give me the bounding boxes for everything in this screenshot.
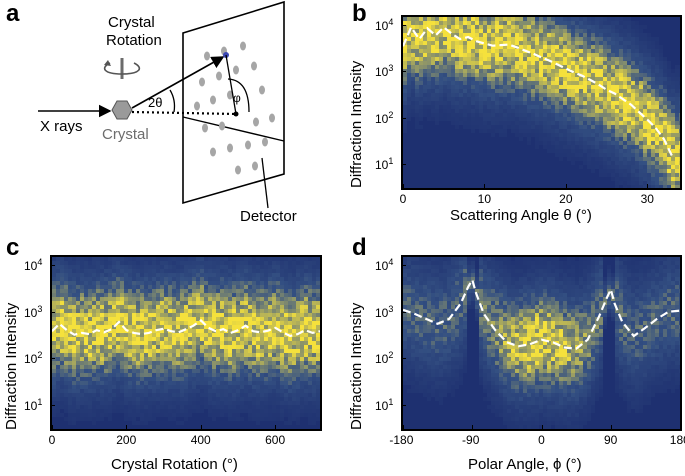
x-tick-label: 0 [48,433,56,447]
x-tick-mark [472,425,474,430]
mean-intensity-line [403,277,680,350]
mean-intensity-line [52,318,320,338]
y-tick-mark [401,404,406,406]
x-tick-mark [680,425,681,430]
crystal-hexagon-icon [111,100,133,120]
y-tick-mark [401,265,406,267]
panel-d-ylabel: Diffraction Intensity [348,302,365,430]
x-tick-mark [275,425,277,430]
x-tick-mark [52,425,53,430]
x-tick-label: -180 [389,433,414,447]
phi-label: φ [233,91,241,105]
panel-c-letter: c [6,234,20,261]
panel-d-letter: d [352,234,367,261]
heatmap-cells [52,257,320,425]
y-tick-mark [401,358,406,360]
panel-b-xlabel: Scattering Angle θ (°) [450,207,592,224]
direct-beam-line [131,110,237,116]
y-tick-label: 103 [375,63,394,80]
x-tick-mark [647,184,649,189]
panel-a-schematic [38,0,285,209]
x-tick-mark [403,425,404,430]
panel-b-letter: b [352,0,367,27]
y-tick-mark [401,25,406,27]
crystal-label: Crystal [102,126,149,143]
panel-a-letter: a [6,0,20,27]
x-tick-mark [610,425,612,430]
x-tick-label: 20 [559,192,573,206]
two-theta-arc [169,89,176,113]
panel-c-ylabel: Diffraction Intensity [3,302,20,430]
y-tick-mark [50,311,55,313]
y-tick-label: 103 [375,303,394,320]
panel-d-heatmap [403,257,680,429]
y-tick-label: 104 [375,257,394,274]
rotation-arrow-icon [103,62,141,75]
x-tick-mark [565,184,567,189]
x-tick-mark [126,425,128,430]
xrays-label: X rays [40,118,83,135]
y-tick-mark [401,117,406,119]
x-tick-label: 10 [477,192,492,206]
y-tick-label: 101 [375,396,394,413]
detector-pointer-line [261,157,269,209]
panel-c-plot [50,255,322,431]
x-tick-label: 0 [399,192,407,206]
panel-b-plot [401,15,682,190]
y-tick-label: 102 [375,109,394,126]
y-tick-label: 101 [375,155,394,172]
panel-b-ylabel: Diffraction Intensity [348,60,365,188]
panel-d-plot [401,255,682,431]
crystal-rotation-label-line2: Rotation [106,32,162,49]
y-tick-label: 104 [375,17,394,34]
y-tick-mark [50,265,55,267]
y-tick-mark [401,71,406,73]
x-tick-label: 180 [669,433,685,447]
x-tick-label: 30 [640,192,654,206]
y-tick-label: 102 [24,350,43,367]
y-tick-mark [401,311,406,313]
y-tick-mark [401,163,406,165]
x-tick-mark [484,184,486,189]
mean-intensity-line [403,25,673,157]
x-tick-label: 400 [190,433,211,447]
x-tick-label: 600 [265,433,286,447]
diffracted-beam-arrow [131,56,225,109]
y-tick-label: 101 [24,396,43,413]
spot-radius-line [225,54,237,115]
heatmap-cells [403,17,680,188]
detector-label: Detector [240,208,297,225]
beam-center-dot [233,111,239,117]
y-tick-mark [50,404,55,406]
panel-d-xlabel: Polar Angle, ϕ (°) [468,456,582,473]
panel-c-xlabel: Crystal Rotation (°) [111,456,238,473]
y-tick-label: 102 [375,350,394,367]
x-tick-label: 200 [116,433,137,447]
phi-arc [227,78,250,113]
y-tick-label: 103 [24,303,43,320]
crystal-rotation-label-line1: Crystal [108,14,155,31]
panel-b-heatmap [403,17,680,188]
y-tick-mark [50,358,55,360]
detector-midline [182,116,285,142]
x-tick-label: 90 [603,433,618,447]
heatmap-cells [403,257,680,429]
x-tick-label: 0 [538,433,545,447]
diffraction-spots [194,41,275,175]
x-tick-mark [541,425,543,430]
x-tick-mark [403,184,404,189]
y-tick-label: 104 [24,257,43,274]
x-tick-label: -90 [462,433,480,447]
two-theta-label: 2θ [148,95,163,110]
panel-c-heatmap [52,257,320,429]
x-tick-mark [200,425,202,430]
